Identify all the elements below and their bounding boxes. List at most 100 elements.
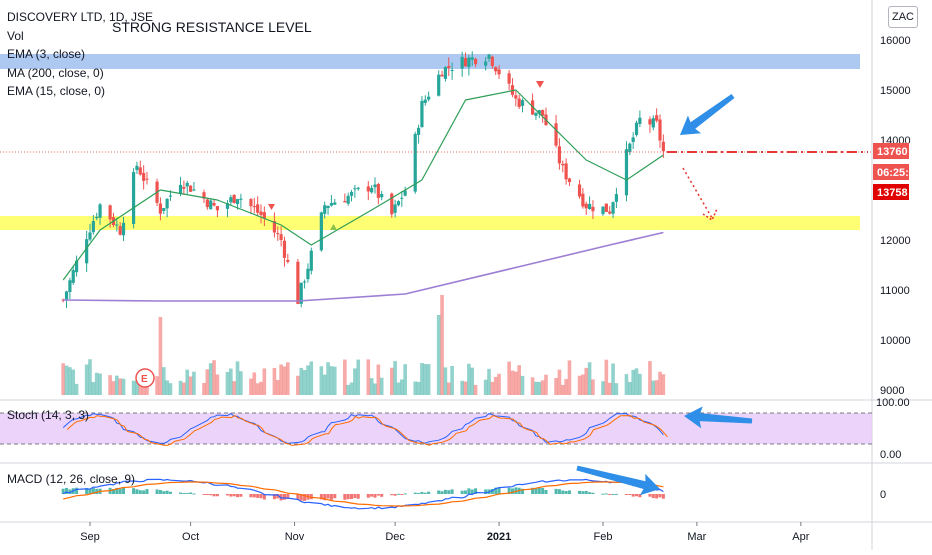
candle-body xyxy=(396,201,401,206)
macd-bar xyxy=(497,487,501,494)
x-tick-label: Feb xyxy=(594,531,613,543)
macd-signal-line xyxy=(63,481,664,507)
macd-bar xyxy=(168,491,172,494)
volume-bar xyxy=(252,372,257,395)
volume-bar xyxy=(88,359,92,395)
annotation-arrow-price xyxy=(680,93,735,135)
candle-body xyxy=(420,100,424,128)
volume-bar xyxy=(567,360,572,395)
volume-bar xyxy=(614,383,619,395)
volume-bar xyxy=(131,380,136,395)
price-tag: 13760 xyxy=(877,146,908,158)
volume-bar xyxy=(182,382,186,395)
macd-bar xyxy=(162,491,166,494)
volume-bar xyxy=(332,366,337,395)
macd-bar xyxy=(256,494,260,498)
candle-body xyxy=(343,201,347,203)
candle-body xyxy=(118,226,122,235)
macd-bar xyxy=(85,488,89,494)
volume-bar xyxy=(135,381,139,395)
macd-bar xyxy=(417,492,421,494)
candle-body xyxy=(296,261,300,304)
macd-bar xyxy=(584,490,588,494)
volume-bar xyxy=(111,381,116,395)
candle-body xyxy=(460,56,464,69)
macd-bar xyxy=(135,489,139,494)
volume-bar xyxy=(487,368,491,395)
candle-body xyxy=(601,206,605,215)
volume-bar xyxy=(493,376,498,395)
candle-body xyxy=(510,85,515,95)
candle-body xyxy=(413,133,417,192)
macd-label[interactable]: MACD (12, 26, close, 9) xyxy=(7,472,136,486)
candle-body xyxy=(658,119,662,141)
x-tick-label: 2021 xyxy=(487,531,511,543)
macd-bar xyxy=(182,492,186,494)
candle-body xyxy=(299,282,303,304)
volume-bar xyxy=(178,380,183,395)
macd-bar xyxy=(309,494,313,500)
legend-ema-15[interactable]: EMA (15, close, 0) xyxy=(7,84,106,98)
macd-bar xyxy=(440,491,444,494)
macd-bar xyxy=(111,489,115,494)
macd-bar xyxy=(350,494,354,500)
volume-bar xyxy=(557,369,562,395)
candle-body xyxy=(256,204,260,213)
candle-body xyxy=(608,211,612,214)
stoch-label[interactable]: Stoch (14, 3, 3) xyxy=(7,408,90,422)
volume-bar xyxy=(121,378,126,395)
macd-bar xyxy=(494,487,498,494)
legend-ma-200[interactable]: MA (200, close, 0) xyxy=(7,65,104,80)
macd-bar xyxy=(631,494,635,497)
volume-bar xyxy=(631,369,635,395)
volume-bar xyxy=(651,380,656,395)
macd-bar xyxy=(155,489,159,494)
macd-bar xyxy=(249,494,253,498)
macd-bar xyxy=(276,494,280,499)
candle-body xyxy=(648,119,652,125)
symbol-title[interactable]: DISCOVERY LTD, 1D, JSE xyxy=(7,10,154,24)
macd-bar xyxy=(118,488,122,494)
candle-body xyxy=(423,99,427,103)
volume-bar xyxy=(581,374,585,395)
candle-body xyxy=(577,184,582,197)
candle-body xyxy=(108,205,112,220)
earnings-letter: E xyxy=(141,374,148,385)
volume-bar xyxy=(560,384,565,395)
candle-body xyxy=(370,187,374,193)
macd-bar xyxy=(303,494,307,501)
ema15-line xyxy=(62,89,664,281)
volume-bar xyxy=(202,382,206,395)
macd-bar xyxy=(229,494,233,497)
volume-bar xyxy=(282,366,287,395)
currency-button[interactable]: ZAC xyxy=(888,6,918,28)
volume-bar xyxy=(64,365,69,395)
candle-body xyxy=(561,163,565,166)
volume-bar xyxy=(510,370,515,395)
candle-body xyxy=(380,193,384,198)
macd-bar xyxy=(474,488,478,494)
x-tick-label: Dec xyxy=(385,531,405,543)
volume-bar xyxy=(648,361,652,395)
legend-volume[interactable]: Vol xyxy=(7,28,24,43)
macd-bar xyxy=(282,494,286,500)
candle-body xyxy=(655,115,659,121)
macd-bar xyxy=(209,494,213,496)
volume-bar xyxy=(239,371,243,395)
volume-bar xyxy=(158,317,163,395)
macd-bar xyxy=(272,494,276,500)
candle-body xyxy=(168,195,173,197)
candle-body xyxy=(494,67,498,72)
macd-bar xyxy=(65,487,69,494)
macd-bar xyxy=(464,490,468,494)
macd-bar xyxy=(588,492,592,494)
volume-bar xyxy=(309,361,314,395)
candle-body xyxy=(229,197,233,203)
macd-tick-0: 0 xyxy=(880,489,886,501)
volume-bar xyxy=(373,383,377,395)
volume-bar xyxy=(460,380,464,395)
legend-ema-3[interactable]: EMA (3, close) xyxy=(7,47,86,61)
volume-group xyxy=(61,295,666,395)
candle-body xyxy=(497,69,501,75)
